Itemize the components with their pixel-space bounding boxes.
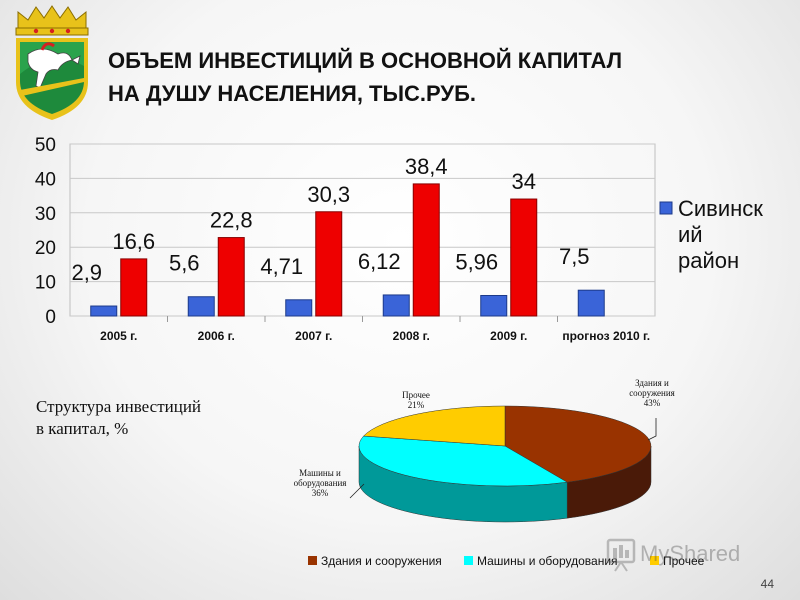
x-tick-label: 2008 г. <box>393 329 430 343</box>
page-number: 44 <box>760 577 774 591</box>
data-label: 7,5 <box>559 244 590 269</box>
data-label: 16,6 <box>112 229 155 254</box>
pie-slice-label: сооружения <box>629 388 675 398</box>
pie-slice-label: Здания и <box>635 378 669 388</box>
pie-slice <box>504 405 652 483</box>
coat-of-arms-emblem <box>15 5 89 120</box>
title-line-2: НА ДУШУ НАСЕЛЕНИЯ, ТЫС.РУБ. <box>108 81 477 106</box>
bar-region <box>285 299 313 317</box>
bar-region <box>382 294 410 317</box>
data-label: 2,9 <box>71 260 102 285</box>
structure-caption: Структура инвестиций в капитал, % <box>36 396 201 440</box>
data-label: 5,96 <box>455 249 498 274</box>
bar-comparison <box>412 183 440 317</box>
structure-caption-line-1: Структура инвестиций <box>36 397 202 416</box>
pie-legend-swatch <box>650 556 659 565</box>
data-label: 22,8 <box>210 208 253 233</box>
y-tick-label: 20 <box>35 238 56 259</box>
presentation-icon <box>606 538 636 564</box>
pie-slice-label: оборудования <box>294 478 347 488</box>
pie-slice-label: 21% <box>408 400 425 410</box>
x-tick-label: 2009 г. <box>490 329 527 343</box>
watermark: MyShared <box>606 538 740 572</box>
pie-legend-label: Машины и оборудования <box>477 554 618 568</box>
x-tick-label: 2006 г. <box>198 329 235 343</box>
page-title: ОБЪЕМ ИНВЕСТИЦИЙ В ОСНОВНОЙ КАПИТАЛ НА Д… <box>108 44 788 110</box>
pie-leader-line <box>647 418 657 441</box>
data-label: 38,4 <box>405 154 448 179</box>
y-tick-label: 0 <box>45 307 56 328</box>
bar-region <box>187 296 215 317</box>
data-label: 30,3 <box>307 182 350 207</box>
legend-label: район <box>678 248 739 273</box>
y-tick-label: 40 <box>35 169 56 190</box>
bar-comparison <box>510 198 538 317</box>
pie-legend-swatch <box>464 556 473 565</box>
pie-slice-label: Прочее <box>402 390 430 400</box>
pie-legend-label: Прочее <box>663 554 705 568</box>
pie-leader-line <box>349 483 365 499</box>
legend-label: Сивинск <box>678 196 763 221</box>
data-label: 6,12 <box>358 249 401 274</box>
bar-comparison <box>315 211 343 317</box>
bar-region <box>90 305 118 317</box>
bar-comparison <box>217 237 245 317</box>
pie-slice-label: 36% <box>312 488 329 498</box>
data-label: 5,6 <box>169 251 200 276</box>
pie-slice-label: 43% <box>644 398 661 408</box>
bar-region <box>480 294 508 317</box>
investment-bar-chart: 0 10 20 30 40 50 2,9 5,6 4,71 6,12 5,96 7,5 16,6 22,… <box>35 135 763 343</box>
pie-slice-label: Машины и <box>299 468 341 478</box>
y-tick-label: 30 <box>35 204 56 225</box>
x-tick-label: прогноз 2010 г. <box>562 329 650 343</box>
plot-area-border <box>69 143 656 317</box>
pie-legend-label: Здания и сооружения <box>321 554 442 568</box>
structure-caption-line-2: в капитал, % <box>36 419 129 438</box>
bar-comparison <box>120 258 148 317</box>
legend-swatch <box>659 201 673 215</box>
bar-region <box>577 289 605 317</box>
data-label: 34 <box>512 169 536 194</box>
x-tick-label: 2007 г. <box>295 329 332 343</box>
x-tick-label: 2005 г. <box>100 329 137 343</box>
pie-slice <box>358 435 568 487</box>
data-label: 4,71 <box>260 254 303 279</box>
watermark-text: MyShared <box>640 541 740 566</box>
y-tick-label: 10 <box>35 273 56 294</box>
y-tick-label: 50 <box>35 135 56 156</box>
legend-label: ий <box>678 222 703 247</box>
pie-legend-swatch <box>308 556 317 565</box>
pie-slice <box>363 405 506 447</box>
title-line-1: ОБЪЕМ ИНВЕСТИЦИЙ В ОСНОВНОЙ КАПИТАЛ <box>108 48 623 73</box>
